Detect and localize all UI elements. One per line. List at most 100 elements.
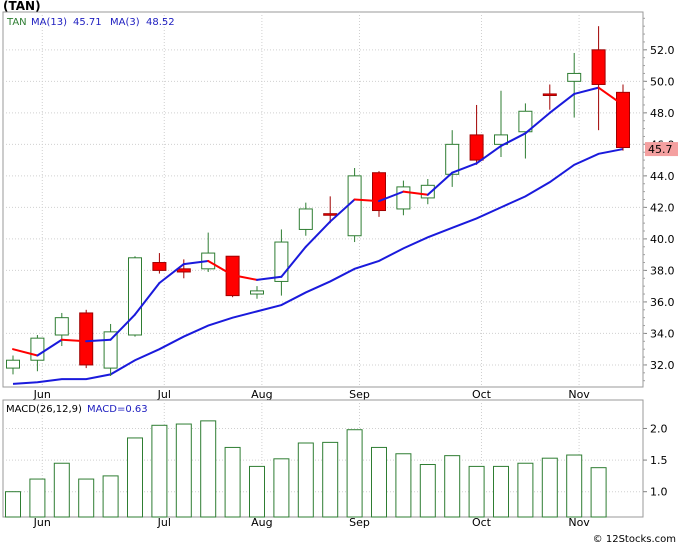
- last-price-tag: 45.7: [645, 142, 678, 157]
- macd-tick-label: 1.5: [650, 454, 668, 467]
- macd-bar: [224, 446, 241, 518]
- ma3-segment: [475, 144, 502, 165]
- macd-bar: [590, 467, 607, 518]
- price-tick-label: 32.0: [650, 359, 675, 372]
- ma3-segment: [109, 313, 136, 341]
- ma3-segment: [36, 338, 63, 357]
- macd-bar: [444, 455, 461, 518]
- macd-month-label: Nov: [568, 516, 590, 529]
- ma3-segment: [524, 111, 551, 135]
- candle-body: [30, 337, 45, 361]
- macd-bar: [127, 437, 143, 518]
- macd-month-label: Sep: [349, 516, 370, 529]
- macd-bar: [5, 491, 21, 518]
- ma3-segment: [426, 171, 454, 196]
- candle-body: [591, 49, 606, 85]
- price-month-label: Jul: [157, 388, 171, 401]
- ma3-segment: [402, 190, 429, 196]
- ma3-segment: [207, 259, 234, 277]
- price-month-label: Jun: [33, 388, 51, 401]
- legend-ma3-label: MA(3): [110, 17, 140, 28]
- ma3-segment: [85, 338, 112, 343]
- ma3-segment: [158, 263, 185, 285]
- last-price-box: [645, 142, 678, 157]
- macd-tick-label: 2.0: [650, 422, 668, 435]
- macd-bar: [273, 458, 290, 518]
- price-tick-label: 38.0: [650, 264, 675, 277]
- price-panel-frame: [2, 11, 644, 388]
- ma3-series: [12, 86, 624, 357]
- candle-body: [176, 268, 191, 273]
- candle-body: [469, 134, 484, 161]
- macd-bar: [249, 465, 265, 518]
- candle-body: [518, 110, 533, 133]
- macd-bar: [468, 465, 485, 518]
- candle-body: [298, 208, 313, 230]
- price-tick-label: 48.0: [650, 107, 675, 120]
- legend-ma3-value: 48.52: [146, 17, 175, 28]
- macd-month-label: Jun: [33, 516, 51, 529]
- candle-body: [616, 91, 630, 149]
- legend-ma13-label: MA(13): [31, 17, 67, 28]
- price-tick-label: 34.0: [650, 327, 675, 340]
- candle-body: [347, 175, 362, 237]
- macd-bar: [151, 424, 168, 518]
- ma3-segment: [548, 92, 576, 114]
- macd-bar: [175, 423, 192, 518]
- macd-bar: [200, 420, 217, 518]
- candle-body: [54, 317, 69, 336]
- candle-body: [128, 257, 142, 336]
- price-grid: [3, 12, 643, 387]
- candle-body: [396, 186, 411, 210]
- last-price-label: 45.7: [648, 143, 673, 156]
- price-month-label: Oct: [472, 388, 492, 401]
- candle-body: [79, 312, 94, 366]
- candle-body: [494, 134, 508, 145]
- credit-text: © 12Stocks.com: [593, 534, 676, 545]
- legend-ma13-value: 45.71: [73, 17, 102, 28]
- ma3-segment: [500, 132, 527, 147]
- macd-bar: [371, 446, 387, 518]
- ma3-segment: [304, 220, 332, 248]
- ma3-segment: [597, 86, 624, 106]
- macd-bar: [541, 457, 558, 518]
- chart-title: (TAN): [3, 0, 41, 13]
- price-tick-label: 44.0: [650, 170, 675, 183]
- ma3-segment: [451, 162, 478, 174]
- ma3-segment: [60, 338, 88, 343]
- macd-bar: [493, 465, 509, 518]
- price-x-axis: Jun Jul Aug Sep Oct Nov: [33, 388, 591, 401]
- ma13-series: [12, 148, 624, 385]
- price-month-label: Nov: [568, 388, 590, 401]
- candle-body: [445, 143, 460, 175]
- price-y-axis: 32.034.036.038.040.042.044.046.048.050.0…: [643, 17, 675, 382]
- macd-bar-series: [5, 420, 607, 518]
- macd-title: MACD(26,12,9): [6, 404, 82, 415]
- candle-body: [250, 290, 264, 295]
- macd-bar: [517, 462, 534, 518]
- candlestick-series: [6, 26, 630, 376]
- ma3-segment: [353, 198, 380, 203]
- ma3-segment: [329, 198, 356, 223]
- ma3-segment: [573, 86, 600, 95]
- macd-month-label: Aug: [251, 516, 272, 529]
- macd-bar: [297, 442, 314, 518]
- legend-symbol: TAN: [6, 17, 27, 28]
- macd-bar: [322, 441, 339, 518]
- ma3-segment: [182, 259, 210, 266]
- macd-x-axis: Jun Jul Aug Sep Oct Nov: [33, 516, 591, 529]
- macd-tick-label: 1.0: [650, 486, 668, 499]
- ma3-segment: [134, 282, 161, 316]
- macd-value-label: MACD=0.63: [87, 404, 148, 415]
- macd-bar: [102, 475, 119, 518]
- macd-bar: [29, 478, 46, 518]
- price-tick-label: 52.0: [650, 44, 675, 57]
- ma13-line: [12, 148, 624, 385]
- price-tick-label: 36.0: [650, 296, 675, 309]
- macd-bar: [395, 453, 412, 518]
- macd-bar: [53, 462, 70, 518]
- candle-body: [542, 93, 557, 97]
- price-month-label: Aug: [251, 388, 272, 401]
